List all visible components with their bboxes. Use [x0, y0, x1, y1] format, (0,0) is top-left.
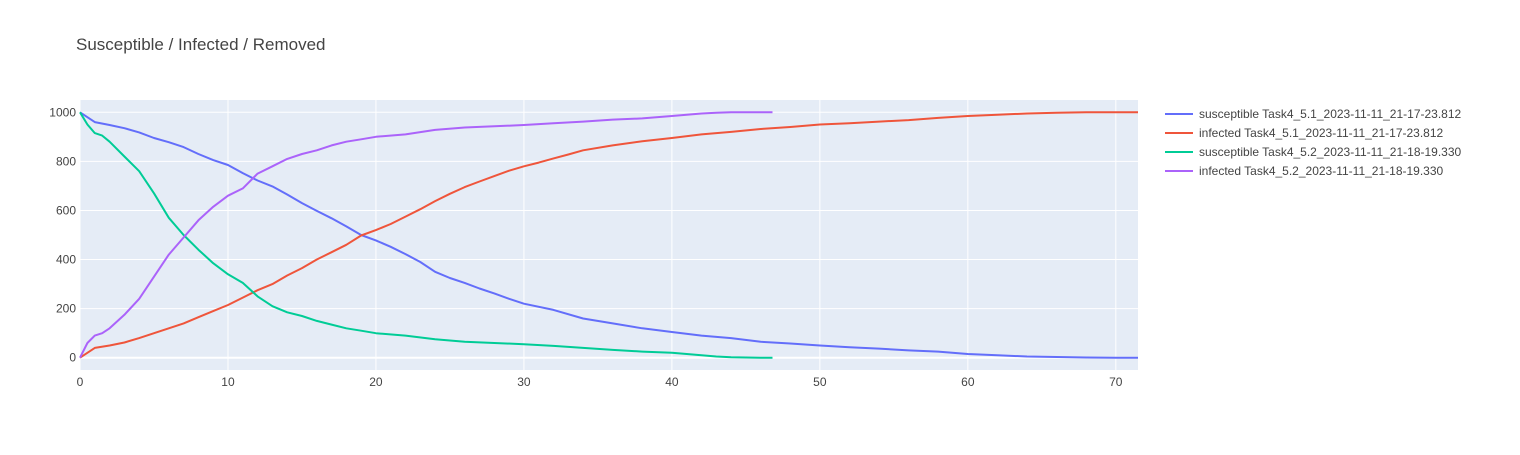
plot-background: [80, 100, 1138, 370]
x-tick-label: 10: [221, 375, 235, 389]
x-tick-label: 40: [665, 375, 679, 389]
chart-title: Susceptible / Infected / Removed: [76, 35, 325, 54]
x-tick-label: 70: [1109, 375, 1123, 389]
axes: 0 10 20 30 40 50 60 70 0 200 400 600 800 1000: [49, 105, 1123, 389]
y-tick-label: 600: [56, 203, 76, 217]
y-tick-label: 0: [69, 351, 76, 365]
legend-item-1[interactable]: susceptible Task4_5.1_2023-11-11_21-17-2…: [1165, 107, 1462, 121]
gridlines: [79, 100, 1138, 370]
x-tick-label: 20: [369, 375, 383, 389]
y-tick-label: 400: [56, 253, 76, 267]
series-line-2: [79, 111, 1138, 359]
legend-label: infected Task4_5.2_2023-11-11_21-18-19.3…: [1199, 164, 1444, 178]
series-line-4: [79, 111, 773, 359]
series-line-3: [79, 111, 773, 359]
legend-item-3[interactable]: susceptible Task4_5.2_2023-11-11_21-18-1…: [1165, 145, 1462, 159]
series-line-1: [79, 111, 1138, 359]
x-tick-label: 0: [77, 375, 84, 389]
x-tick-label: 30: [517, 375, 531, 389]
legend-label: susceptible Task4_5.1_2023-11-11_21-17-2…: [1199, 107, 1462, 121]
series-lines: [79, 111, 1138, 359]
legend[interactable]: susceptible Task4_5.1_2023-11-11_21-17-2…: [1165, 107, 1462, 178]
legend-item-4[interactable]: infected Task4_5.2_2023-11-11_21-18-19.3…: [1165, 164, 1444, 178]
x-tick-label: 50: [813, 375, 827, 389]
legend-label: infected Task4_5.1_2023-11-11_21-17-23.8…: [1199, 126, 1444, 140]
y-tick-label: 800: [56, 154, 76, 168]
legend-item-2[interactable]: infected Task4_5.1_2023-11-11_21-17-23.8…: [1165, 126, 1444, 140]
legend-label: susceptible Task4_5.2_2023-11-11_21-18-1…: [1199, 145, 1462, 159]
x-tick-label: 60: [961, 375, 975, 389]
y-tick-label: 200: [56, 302, 76, 316]
y-tick-label: 1000: [49, 105, 76, 119]
